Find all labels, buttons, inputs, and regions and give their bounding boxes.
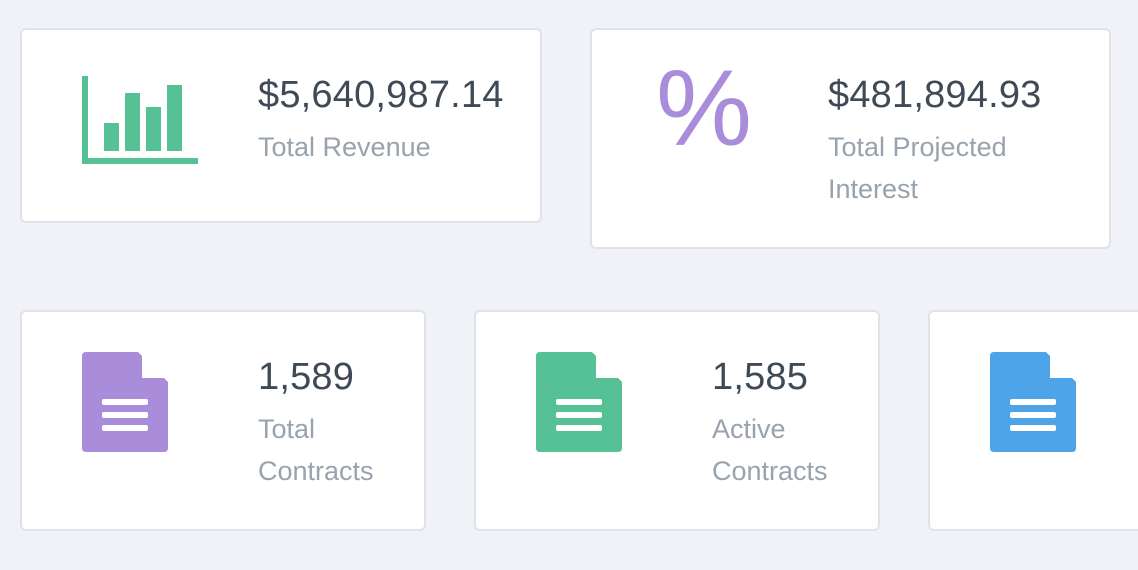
active-contracts-label: Active Contracts [712,414,828,486]
document-icon [990,352,1078,454]
total-contracts-value: 1,589 [258,356,355,398]
stat-card-total-contracts: 1,589 Total Contracts [20,310,426,531]
stat-card-total-projected-interest: % $481,894.93 Total Projected Interest [590,28,1111,249]
total-revenue-value: $5,640,987.14 [258,74,504,116]
stat-card-partial [928,310,1138,531]
stat-card-total-revenue: $5,640,987.14 Total Revenue [20,28,542,223]
total-revenue-label: Total Revenue [258,132,431,162]
stat-card-active-contracts: 1,585 Active Contracts [474,310,880,531]
total-projected-interest-label: Total Projected Interest [828,132,1007,204]
document-icon [82,352,170,454]
active-contracts-value: 1,585 [712,356,809,398]
bar-chart-icon [82,76,200,166]
total-projected-interest-value: $481,894.93 [828,74,1042,116]
percent-icon: % [656,47,753,168]
total-contracts-label: Total Contracts [258,414,374,486]
document-icon [536,352,624,454]
